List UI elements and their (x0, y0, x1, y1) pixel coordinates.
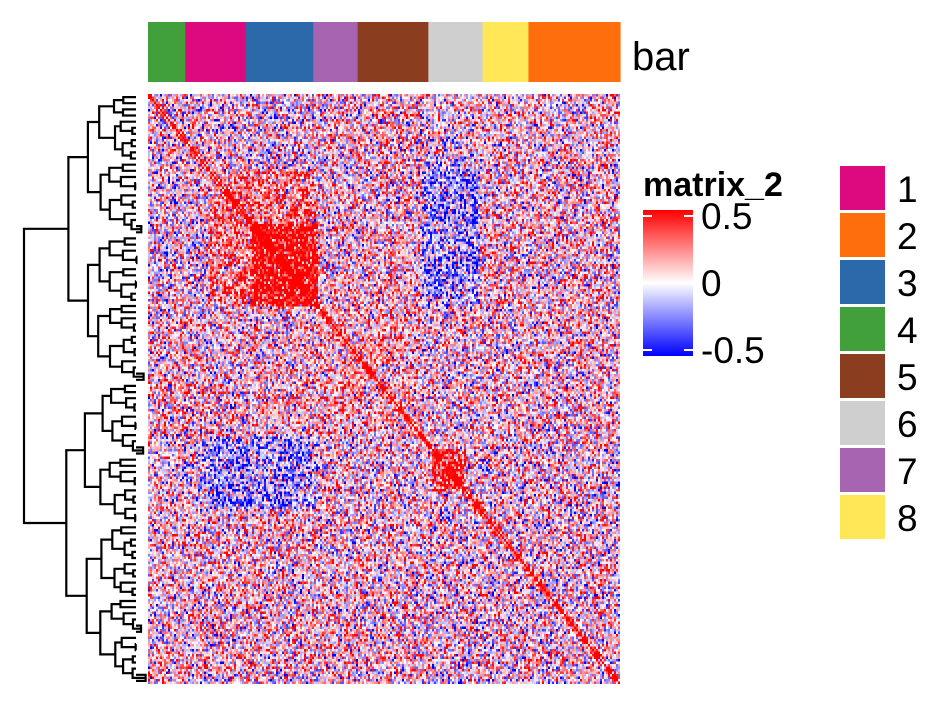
dendrogram-branch (121, 285, 136, 297)
dendrogram-branch (131, 540, 136, 546)
legend-label-8: 8 (897, 498, 918, 539)
legend-label-3: 3 (897, 263, 918, 304)
annotation-bar (148, 22, 621, 82)
row-dendrogram (24, 97, 146, 681)
category-legend: 1 2 3 4 5 6 7 8 (840, 166, 918, 539)
legend-swatch-4 (840, 307, 885, 351)
dendrogram-branch (125, 386, 136, 392)
dendrogram-branch (98, 316, 110, 356)
annotation-segment-3 (246, 22, 314, 82)
legend-swatch-1 (840, 166, 885, 210)
dendrogram-branch (132, 140, 136, 146)
annotation-segment-1 (185, 22, 246, 82)
dendrogram-branch (120, 460, 136, 466)
legend-label-6: 6 (897, 404, 918, 445)
dendrogram-branch (110, 463, 121, 477)
legend-label-2: 2 (897, 216, 918, 257)
dendrogram-branch (100, 248, 110, 281)
annotation-segment-7 (313, 22, 358, 82)
dendrogram-branch (131, 152, 136, 158)
dendrogram-branch (133, 669, 146, 678)
dendrogram-branch (121, 122, 136, 131)
dendrogram-branch (131, 294, 136, 300)
legend-swatch-5 (840, 354, 885, 398)
dendrogram-branch (133, 589, 137, 595)
dendrogram-branch (135, 349, 137, 355)
dendrogram-branch (24, 229, 68, 523)
heatmap-body (148, 94, 620, 684)
dendrogram-branch (135, 478, 136, 484)
color-scale-legend: matrix_2 0.50-0.5 (643, 166, 783, 371)
dendrogram-branch (134, 404, 136, 410)
dendrogram-branch (133, 620, 141, 629)
dendrogram-branch (87, 559, 102, 633)
dendrogram-branch (125, 238, 136, 244)
dendrogram-branch (135, 515, 136, 521)
dendrogram-branch (132, 552, 136, 558)
dendrogram-branch (123, 165, 136, 171)
dendrogram-branch (115, 569, 125, 587)
legend-label-1: 1 (897, 169, 918, 210)
dendrogram-branch (100, 470, 114, 505)
dendrogram-branch (115, 495, 126, 514)
dendrogram-branch (99, 106, 115, 138)
legend-swatch-7 (840, 448, 885, 492)
dendrogram-branch (132, 337, 136, 343)
annotation-segment-6 (428, 22, 483, 82)
dendrogram-branch (121, 583, 136, 592)
dendrogram-branch (122, 638, 136, 647)
dendrogram-branch (132, 220, 142, 229)
dendrogram-branch (135, 183, 136, 189)
dendrogram-branch (123, 659, 133, 673)
annotation-bar-label: bar (632, 35, 690, 79)
legend-label-7: 7 (897, 451, 918, 492)
dendrogram-branch (132, 128, 136, 134)
annotation-segment-5 (358, 22, 429, 82)
dendrogram-branch (123, 251, 136, 260)
dendrogram-branch (110, 309, 122, 323)
legend-swatch-6 (840, 401, 885, 445)
dendrogram-branch (134, 325, 136, 331)
dendrogram-branch (133, 441, 143, 450)
dendrogram-branch (66, 450, 86, 596)
color-scale-tick-label: 0.5 (701, 196, 752, 237)
annotation-segment-2 (528, 22, 620, 82)
dendrogram-branch (123, 269, 136, 275)
dendrogram-branch (133, 570, 136, 576)
dendrogram-branch (121, 601, 137, 607)
heatmap-cells (148, 94, 620, 684)
dendrogram-branch (134, 368, 144, 377)
legend-swatch-2 (840, 213, 885, 257)
dendrogram-branch (123, 97, 136, 103)
dendrogram-branch (123, 109, 136, 115)
dendrogram-branch (121, 527, 136, 533)
legend-swatch-8 (840, 495, 885, 539)
dendrogram-branch (121, 177, 136, 186)
color-scale-tick-label: -0.5 (701, 330, 765, 371)
dendrogram-branch (133, 656, 136, 662)
dendrogram-branch (122, 306, 136, 312)
dendrogram-branch (133, 202, 136, 208)
color-scale-tick-label: 0 (701, 263, 722, 304)
dendrogram-branch (136, 423, 137, 429)
legend-label-5: 5 (897, 357, 918, 398)
dendrogram-branch (122, 417, 136, 426)
legend-swatch-3 (840, 260, 885, 304)
annotation-segment-4 (148, 22, 186, 82)
annotation-segment-8 (483, 22, 529, 82)
dendrogram-branch (68, 157, 88, 301)
legend-label-4: 4 (897, 310, 918, 351)
dendrogram-branch (133, 497, 136, 503)
